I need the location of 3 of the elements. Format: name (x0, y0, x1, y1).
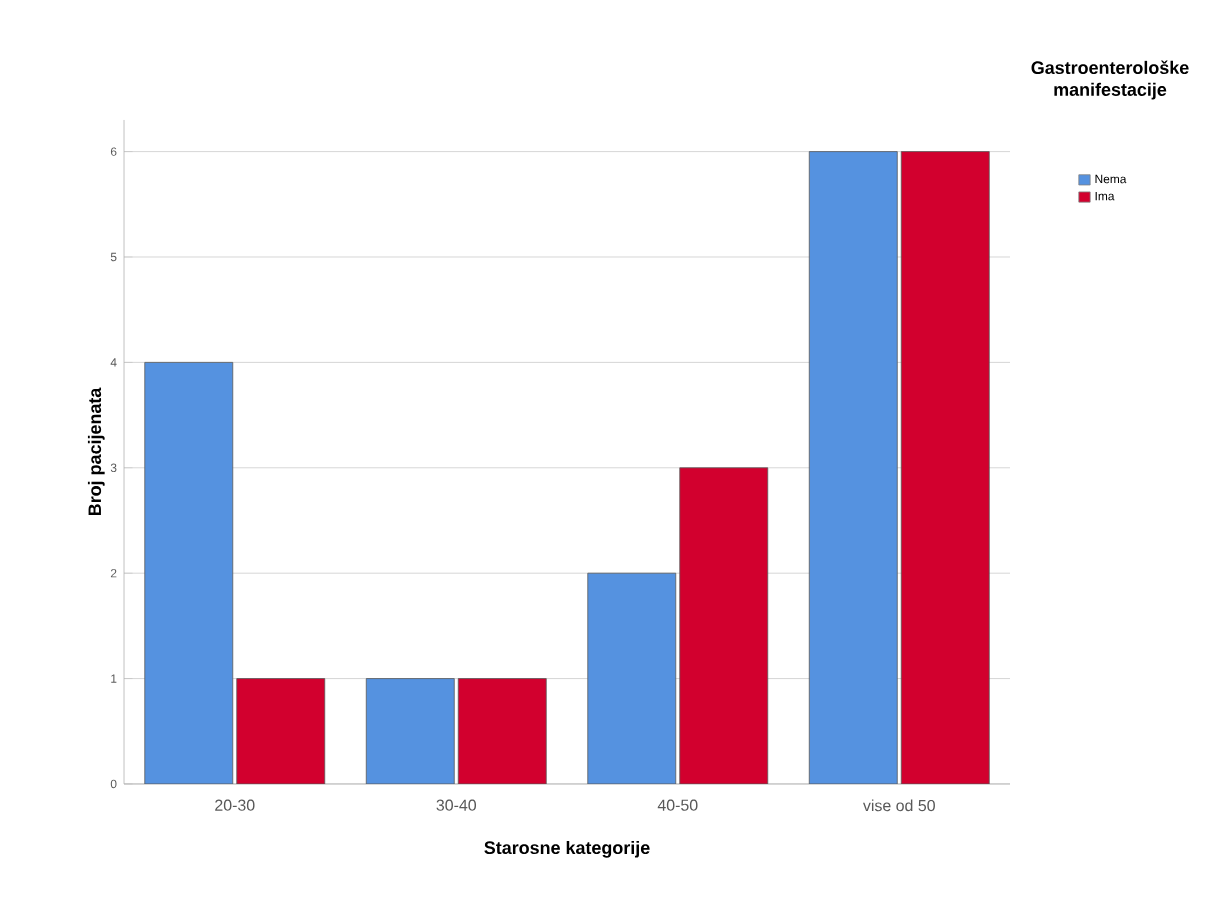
y-axis-title: Broj pacijenata (87, 387, 105, 516)
x-axis-title: Starosne kategorije (484, 840, 650, 858)
legend-title: Gastroenterološke manifestacije (1031, 60, 1189, 100)
